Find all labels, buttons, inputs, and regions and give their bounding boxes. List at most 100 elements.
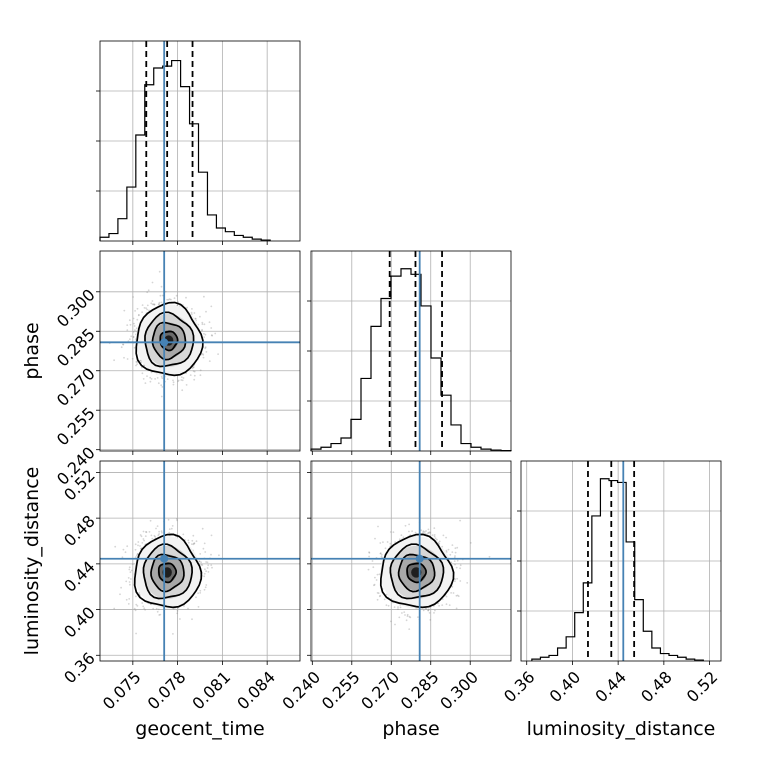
scatter-point [210, 564, 213, 566]
scatter-point [422, 531, 424, 534]
scatter-point [191, 618, 193, 621]
scatter-point [168, 528, 171, 530]
scatter-point [449, 553, 452, 556]
scatter-point [176, 612, 179, 615]
scatter-point [201, 329, 203, 332]
scatter-point [455, 566, 458, 569]
scatter-point [142, 378, 145, 380]
scatter-point [202, 354, 205, 356]
scatter-point [204, 586, 207, 589]
scatter-point [138, 314, 140, 316]
scatter-point [167, 298, 170, 301]
scatter-point [192, 370, 195, 373]
scatter-point [203, 572, 206, 575]
scatter-point [459, 580, 462, 582]
scatter-point [131, 563, 134, 565]
scatter-point [408, 530, 410, 533]
x-tick-label-geocent_time: 0.084 [233, 667, 279, 713]
scatter-point [406, 613, 409, 616]
scatter-point [192, 366, 194, 368]
scatter-point [146, 291, 149, 294]
y-tick-label-luminosity_distance: 0.40 [60, 603, 99, 642]
scatter-point [211, 566, 213, 569]
scatter-point [397, 606, 399, 608]
scatter-point [137, 314, 140, 317]
scatter-point [436, 538, 438, 541]
scatter-point [452, 592, 455, 594]
scatter-point [191, 308, 193, 310]
scatter-point [404, 524, 407, 527]
scatter-point [379, 552, 382, 555]
scatter-point [422, 609, 425, 612]
scatter-point [136, 318, 139, 321]
scatter-point [377, 592, 380, 594]
x-tick-label-luminosity_distance: 0.40 [546, 667, 585, 706]
scatter-point [143, 607, 146, 610]
scatter-point [124, 551, 127, 554]
scatter-panel-phase-luminosity_distance [307, 460, 512, 665]
scatter-point [156, 610, 159, 613]
panel-frame [310, 250, 512, 452]
scatter-point [140, 361, 143, 364]
hist-panel-phase [307, 250, 512, 455]
scatter-point [136, 307, 139, 310]
scatter-point [151, 281, 154, 284]
scatter-point [190, 311, 193, 314]
scatter-point [148, 309, 150, 312]
scatter-point [201, 353, 204, 355]
scatter-point [402, 536, 405, 539]
scatter-point [204, 568, 206, 571]
scatter-point [143, 307, 146, 309]
scatter-point [374, 576, 376, 579]
scatter-point [185, 296, 187, 299]
scatter-point [113, 607, 116, 610]
scatter-point [157, 534, 160, 537]
scatter-point [456, 559, 459, 562]
scatter-point [454, 551, 457, 554]
scatter-point [389, 542, 392, 545]
scatter-point [199, 374, 202, 377]
scatter-point [199, 553, 202, 555]
scatter-point [134, 310, 136, 312]
scatter-point [176, 519, 178, 522]
scatter-point [126, 324, 129, 326]
scatter-point [134, 543, 137, 546]
scatter-point [182, 533, 185, 536]
scatter-point [128, 568, 131, 571]
scatter-point [129, 323, 132, 326]
truth-marker [415, 554, 424, 563]
scatter-point [136, 605, 139, 607]
scatter-point [128, 598, 131, 600]
scatter-point [119, 593, 121, 596]
scatter-point [398, 538, 401, 541]
y-axis-label-luminosity_distance: luminosity_distance [21, 467, 43, 656]
scatter-point [205, 570, 207, 573]
x-tick-label-phase: 0.300 [436, 667, 482, 713]
scatter-point [149, 376, 152, 379]
scatter-point [140, 366, 143, 369]
scatter-point [142, 605, 145, 608]
scatter-point [428, 531, 431, 534]
scatter-point [404, 614, 406, 616]
scatter-point [160, 301, 163, 304]
scatter-point [204, 333, 207, 336]
scatter-point [141, 304, 144, 306]
scatter-point [159, 613, 162, 616]
scatter-point [201, 564, 204, 566]
scatter-point [445, 595, 448, 598]
scatter-point [136, 553, 139, 555]
scatter-point [132, 336, 135, 339]
scatter-point [200, 561, 202, 564]
scatter-point [392, 531, 395, 534]
scatter-point [201, 321, 204, 324]
scatter-point [200, 563, 203, 566]
scatter-point [451, 585, 454, 588]
scatter-point [428, 612, 431, 614]
scatter-point [199, 589, 202, 592]
scatter-point [140, 535, 143, 538]
y-tick-label-phase: 0.270 [53, 364, 99, 410]
scatter-point [173, 297, 176, 300]
scatter-point [393, 606, 396, 608]
scatter-point [207, 571, 210, 573]
